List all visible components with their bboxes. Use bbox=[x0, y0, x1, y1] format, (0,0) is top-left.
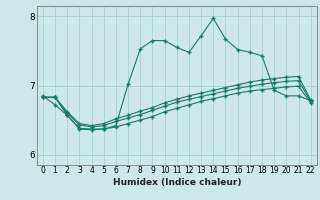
X-axis label: Humidex (Indice chaleur): Humidex (Indice chaleur) bbox=[113, 178, 241, 187]
